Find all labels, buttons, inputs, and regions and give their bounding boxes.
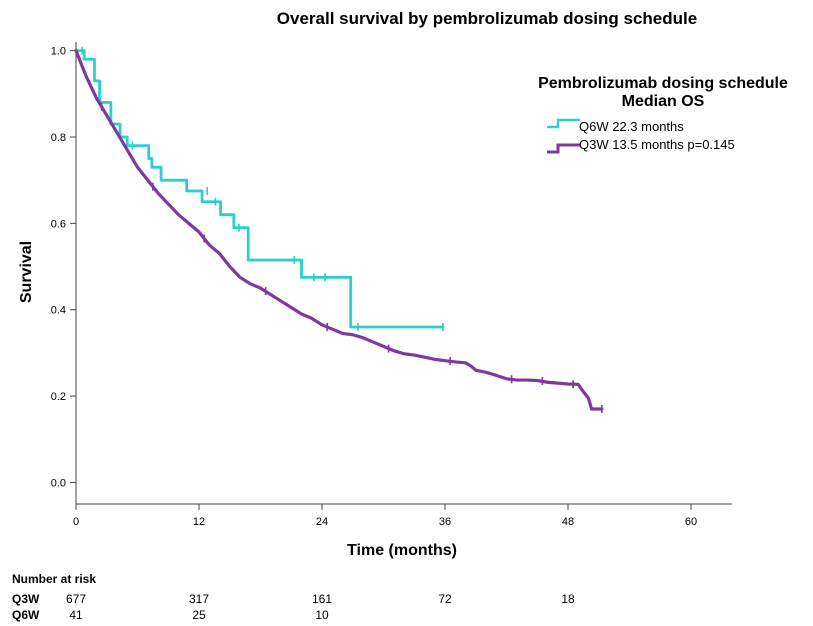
legend-line-q6w bbox=[547, 118, 580, 129]
y-tick-label: 0.4 bbox=[51, 305, 66, 317]
risk-row-label-q3w: Q3W bbox=[12, 592, 40, 606]
y-tick-label: 0.6 bbox=[51, 218, 66, 230]
risk-value-q3w-24: 161 bbox=[312, 592, 332, 606]
legend-title: Pembrolizumab dosing schedule bbox=[538, 75, 788, 92]
series-line-q3w bbox=[74, 49, 604, 411]
risk-value-q3w-48: 18 bbox=[561, 592, 575, 606]
risk-value-q6w-12: 25 bbox=[192, 608, 206, 622]
risk-row-label-q6w: Q6W bbox=[12, 608, 40, 622]
x-tick-label: 24 bbox=[316, 516, 328, 528]
x-tick-label: 0 bbox=[73, 516, 79, 528]
legend-item-q6w: Q6W 22.3 months bbox=[547, 118, 684, 134]
legend-item-q3w: Q3W 13.5 months p=0.145 bbox=[547, 137, 735, 154]
risk-value-q3w-12: 317 bbox=[189, 592, 209, 606]
y-tick-label: 0.8 bbox=[51, 132, 66, 144]
legend-subtitle: Median OS bbox=[622, 93, 705, 110]
risk-value-q3w-36: 72 bbox=[438, 592, 452, 606]
risk-value-q6w-0: 41 bbox=[69, 608, 83, 622]
risk-value-q3w-0: 677 bbox=[66, 592, 86, 606]
y-tick-label: 1.0 bbox=[51, 46, 66, 58]
risk-value-q6w-24: 10 bbox=[315, 608, 329, 622]
chart-title: Overall survival by pembrolizumab dosing… bbox=[277, 9, 697, 28]
y-axis-label: Survival bbox=[18, 241, 35, 303]
x-axis-label: Time (months) bbox=[347, 542, 457, 559]
series-line-q6w bbox=[74, 49, 445, 329]
y-tick-label: 0.0 bbox=[51, 477, 66, 489]
x-tick-label: 12 bbox=[193, 516, 205, 528]
y-tick-label: 0.2 bbox=[51, 391, 66, 403]
number-at-risk-table: Number at risk Q3W 677 317 161 72 18 Q6W 41 25 10 bbox=[12, 572, 575, 622]
legend-label-q3w: Q3W 13.5 months p=0.145 bbox=[579, 137, 735, 152]
legend-label-q6w: Q6W 22.3 months bbox=[579, 119, 684, 134]
plot-layer: 0 12 24 36 48 60 0.0 0.2 0.4 0.6 0.8 1.0 bbox=[51, 42, 732, 528]
x-tick-label: 48 bbox=[562, 516, 574, 528]
risk-table-title: Number at risk bbox=[12, 572, 96, 586]
x-tick-label: 60 bbox=[685, 516, 697, 528]
x-tick-label: 36 bbox=[439, 516, 451, 528]
legend: Pembrolizumab dosing schedule Median OS … bbox=[538, 75, 788, 154]
legend-line-q3w bbox=[547, 143, 580, 154]
